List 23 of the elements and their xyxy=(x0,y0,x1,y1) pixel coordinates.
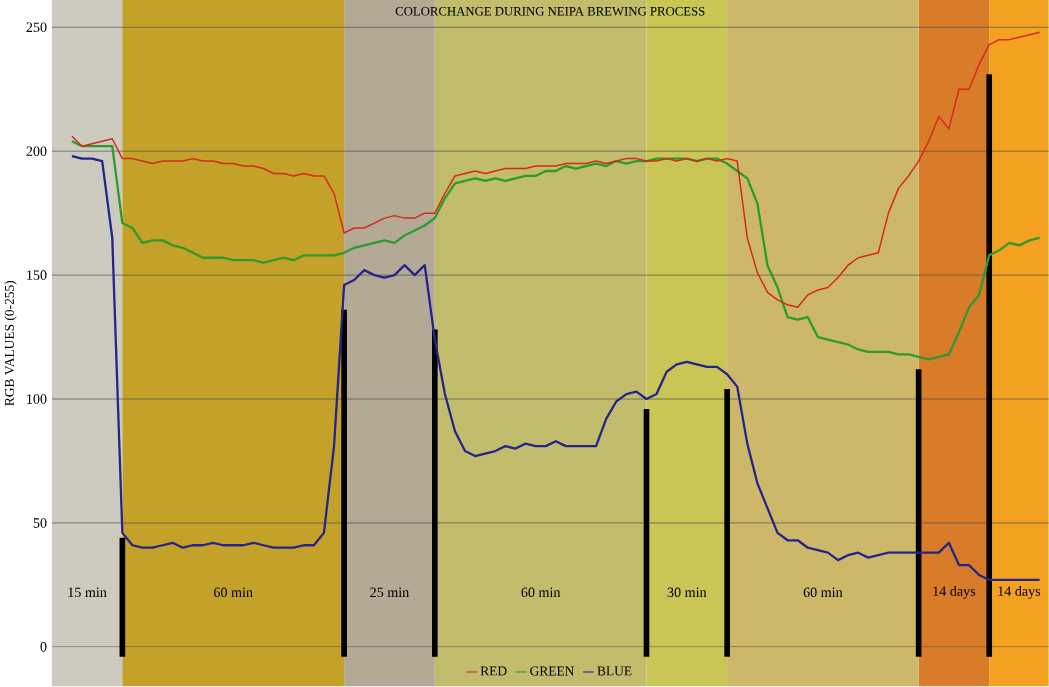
y-tick-label: 200 xyxy=(26,146,47,157)
y-tick-label: 150 xyxy=(27,270,47,281)
bar xyxy=(724,389,730,658)
annotation: 15 min xyxy=(68,587,107,598)
bar xyxy=(341,310,347,658)
y-tick-label: 50 xyxy=(33,518,47,528)
y-tick-label: 100 xyxy=(27,394,47,405)
annotation: 25 min xyxy=(370,587,410,598)
y-axis-title: RGB VALUES (0-255) xyxy=(4,281,17,407)
legend-label: BLUE xyxy=(597,666,632,676)
annotation: 60 min xyxy=(214,587,253,598)
legend-label: RED xyxy=(480,666,507,676)
bar xyxy=(432,329,438,658)
legend-label: GREEN xyxy=(530,666,575,676)
y-tick-label: 0 xyxy=(40,642,47,652)
annotation: 14 days xyxy=(933,586,976,599)
annotation: 60 min xyxy=(521,587,561,598)
y-tick-label: 250 xyxy=(26,22,47,33)
chart-title: COLORCHANGE DURING NEIPA BREWING PROCESS xyxy=(395,7,705,16)
annotation: 60 min xyxy=(803,587,843,598)
bar xyxy=(986,74,993,658)
annotation: 14 days xyxy=(998,586,1041,599)
annotation: 30 min xyxy=(667,587,707,598)
